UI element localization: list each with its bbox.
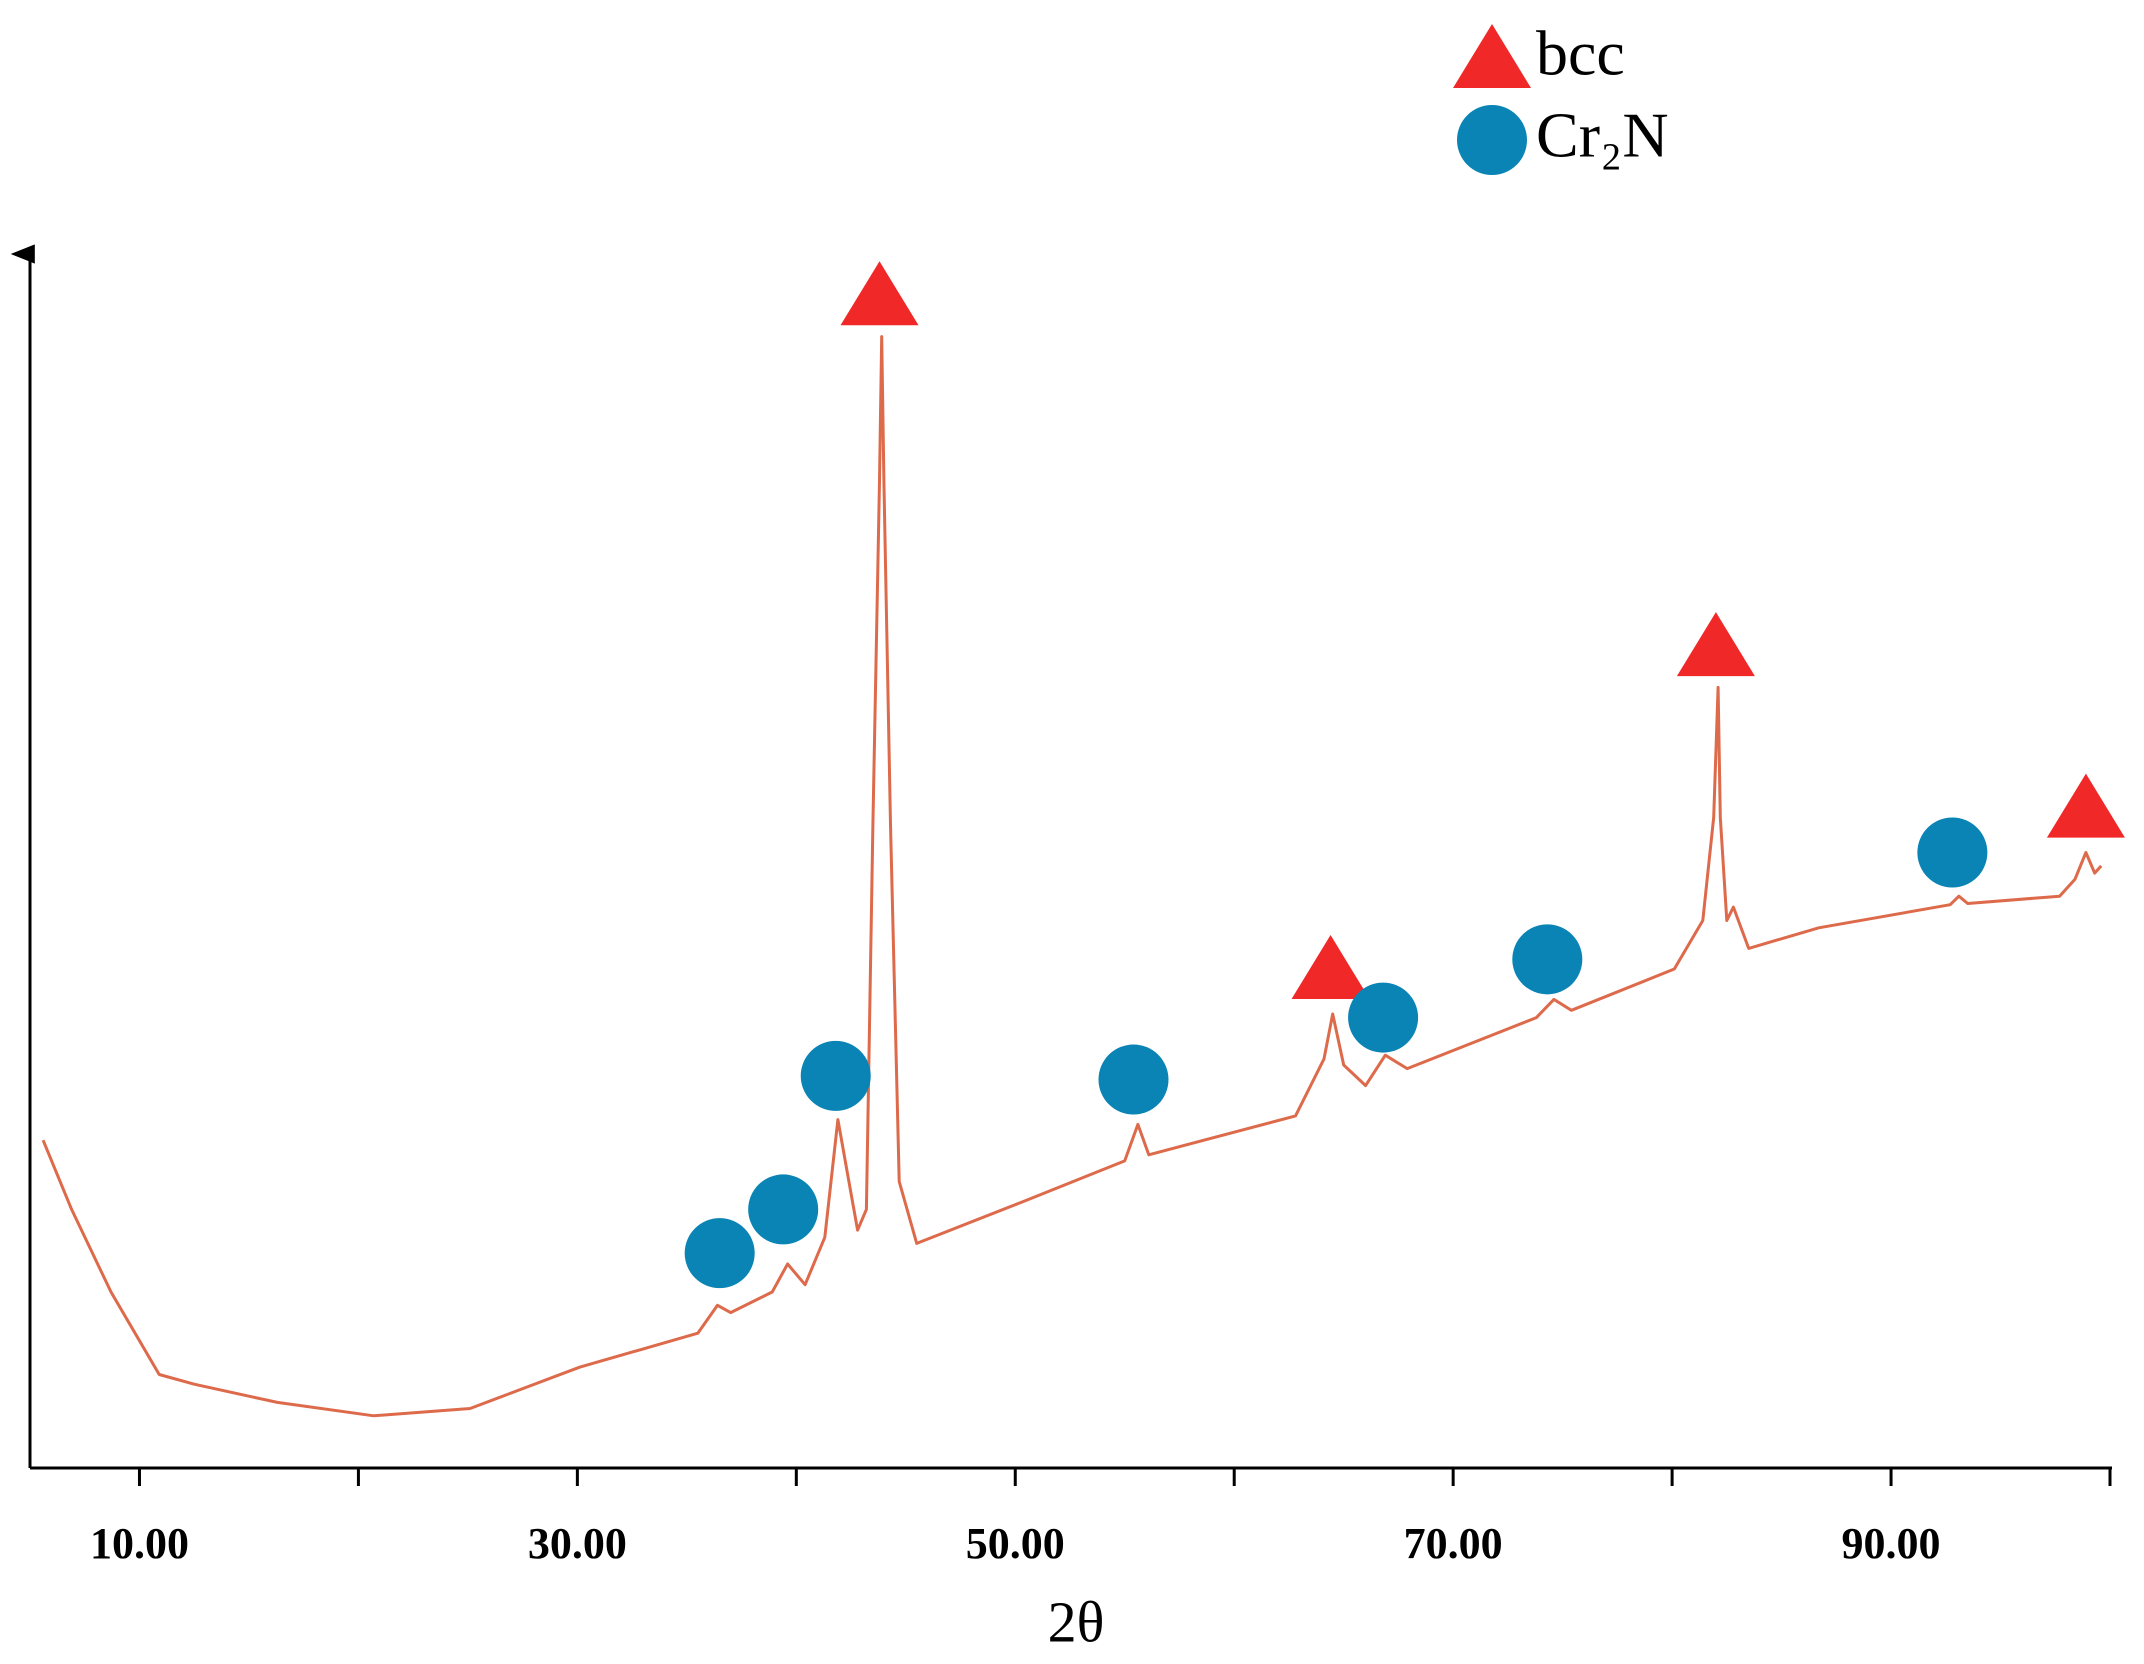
triangle-marker: [1676, 612, 1755, 677]
circle-marker: [1512, 924, 1583, 995]
x-axis-label: 2θ: [1048, 1589, 1105, 1654]
legend-symbol: [1457, 105, 1527, 175]
triangle-marker: [2046, 773, 2125, 838]
circle-marker: [1348, 982, 1419, 1053]
triangle-marker: [840, 261, 919, 326]
x-tick-label: 10.00: [90, 1519, 189, 1568]
x-tick-label: 50.00: [966, 1519, 1065, 1568]
data-line: [41, 335, 2103, 1418]
circle-marker: [800, 1040, 871, 1111]
circle-marker: [684, 1218, 755, 1289]
legend-label: bcc: [1536, 18, 1625, 89]
legend-symbol: [1453, 24, 1531, 88]
x-tick-label: 90.00: [1842, 1519, 1941, 1568]
x-tick-label: 30.00: [528, 1519, 627, 1568]
circle-marker: [1917, 817, 1988, 888]
circle-marker: [748, 1174, 819, 1245]
circle-marker: [1098, 1044, 1169, 1115]
legend-label: Cr₂N: [1536, 100, 1669, 171]
triangle-marker: [1291, 935, 1370, 1000]
x-tick-label: 70.00: [1404, 1519, 1503, 1568]
